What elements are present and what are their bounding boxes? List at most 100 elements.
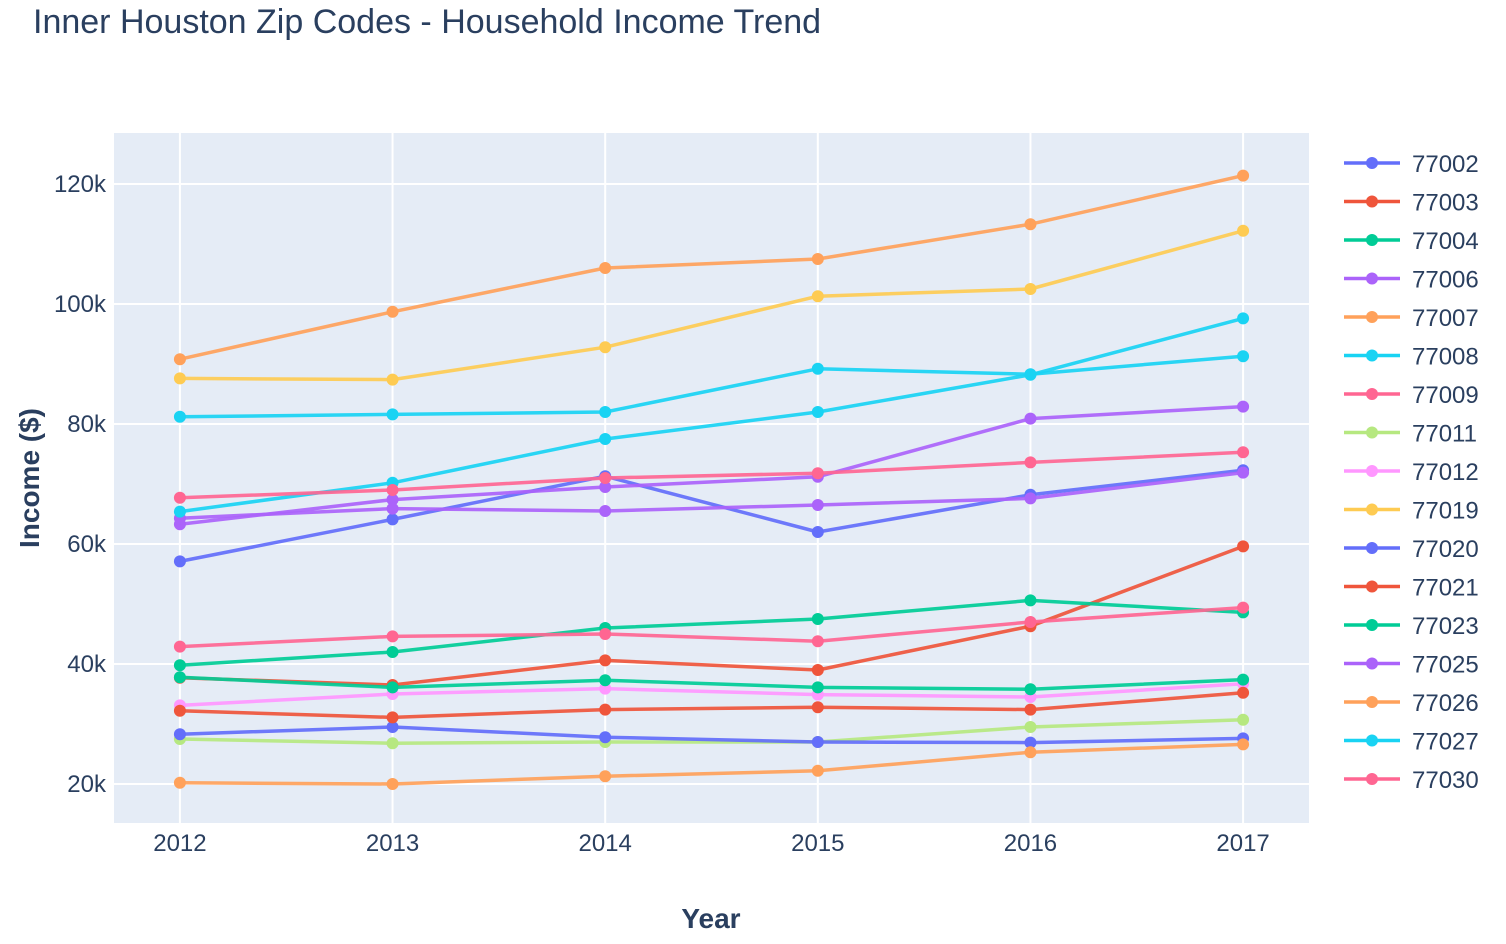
series-line xyxy=(179,354,1244,419)
data-point xyxy=(811,613,824,625)
data-point xyxy=(386,513,399,526)
series-line xyxy=(179,742,1244,786)
data-point xyxy=(1237,446,1250,459)
legend-swatch-marker xyxy=(1366,388,1378,400)
y-tick-label: 100k xyxy=(54,291,107,318)
legend-swatch-marker xyxy=(1366,734,1378,747)
data-point xyxy=(811,635,824,648)
legend-label: 77011 xyxy=(1412,421,1477,448)
data-point xyxy=(386,493,399,506)
data-point xyxy=(599,674,612,687)
legend-swatch-marker xyxy=(1366,157,1378,169)
legend-item-77030[interactable]: 77030 xyxy=(1344,767,1479,794)
legend-item-77012[interactable]: 77012 xyxy=(1344,459,1479,486)
data-point xyxy=(1024,492,1037,505)
data-point xyxy=(386,305,399,318)
legend-item-77003[interactable]: 77003 xyxy=(1344,190,1479,217)
data-point xyxy=(386,646,399,658)
legend-item-77004[interactable]: 77004 xyxy=(1344,228,1479,255)
data-point xyxy=(1024,368,1037,381)
data-point xyxy=(599,262,612,274)
legend-item-77021[interactable]: 77021 xyxy=(1344,575,1479,602)
data-point xyxy=(599,481,612,493)
data-point xyxy=(1024,283,1037,295)
data-point xyxy=(599,654,612,667)
legend-item-77007[interactable]: 77007 xyxy=(1344,305,1479,332)
legend-swatch-marker xyxy=(1366,311,1378,323)
data-point xyxy=(1024,721,1037,733)
legend-label: 77008 xyxy=(1412,344,1479,371)
x-tick-label: 2014 xyxy=(578,830,631,857)
y-tick-label: 40k xyxy=(67,651,107,678)
data-point xyxy=(599,770,612,783)
data-point xyxy=(173,776,186,789)
legend[interactable]: 77002 77003 77004 77006 77007 77008 77009 77011… xyxy=(1344,151,1479,794)
data-point xyxy=(811,253,824,265)
series-77026 xyxy=(173,738,1250,790)
data-point xyxy=(1237,686,1250,699)
legend-label: 77021 xyxy=(1412,575,1479,602)
legend-item-77009[interactable]: 77009 xyxy=(1344,382,1479,409)
data-point xyxy=(173,671,186,684)
legend-item-77020[interactable]: 77020 xyxy=(1344,536,1479,563)
legend-item-77027[interactable]: 77027 xyxy=(1344,729,1479,756)
data-point xyxy=(1024,218,1037,231)
legend-label: 77006 xyxy=(1412,267,1479,294)
series-line xyxy=(179,173,1244,361)
data-point xyxy=(173,704,186,717)
data-point xyxy=(1024,736,1037,749)
data-point xyxy=(1024,456,1037,469)
data-point xyxy=(386,408,399,421)
series-line xyxy=(179,682,1244,708)
legend-label: 77009 xyxy=(1412,382,1479,409)
legend-swatch-marker xyxy=(1366,696,1378,708)
data-point xyxy=(811,526,824,538)
legend-item-77025[interactable]: 77025 xyxy=(1344,652,1479,679)
data-point xyxy=(1237,673,1250,686)
data-point xyxy=(386,778,399,790)
data-point xyxy=(599,731,612,744)
legend-label: 77026 xyxy=(1412,690,1479,717)
legend-item-77006[interactable]: 77006 xyxy=(1344,267,1479,294)
data-point xyxy=(1024,412,1037,425)
data-point xyxy=(173,372,186,385)
legend-item-77023[interactable]: 77023 xyxy=(1344,613,1479,640)
data-point xyxy=(811,681,824,694)
data-point xyxy=(811,664,824,676)
legend-label: 77030 xyxy=(1412,767,1479,794)
series-77004 xyxy=(173,594,1250,672)
series-line xyxy=(179,544,1244,687)
legend-swatch-marker xyxy=(1366,426,1378,439)
legend-label: 77003 xyxy=(1412,190,1479,217)
legend-item-77008[interactable]: 77008 xyxy=(1344,344,1479,371)
data-point xyxy=(811,290,824,303)
legend-swatch-marker xyxy=(1366,503,1378,516)
data-point xyxy=(1237,540,1250,553)
y-tick-label: 60k xyxy=(67,531,107,558)
data-point xyxy=(386,737,399,750)
chart-title: Inner Houston Zip Codes - Household Inco… xyxy=(33,3,821,41)
series-line xyxy=(179,605,1244,649)
legend-item-77011[interactable]: 77011 xyxy=(1344,421,1477,448)
data-point xyxy=(1237,350,1250,363)
x-tick-label: 2017 xyxy=(1216,830,1269,857)
data-point xyxy=(1024,746,1037,759)
data-point xyxy=(599,628,612,640)
legend-label: 77002 xyxy=(1412,151,1479,178)
data-point xyxy=(811,362,824,375)
series-line xyxy=(179,229,1244,382)
y-tick-label: 20k xyxy=(67,771,107,798)
legend-swatch-marker xyxy=(1366,195,1378,208)
series-layer xyxy=(173,169,1250,790)
series-77007 xyxy=(173,169,1250,366)
legend-item-77002[interactable]: 77002 xyxy=(1344,151,1479,178)
data-point xyxy=(811,764,824,777)
y-axis-title: Income ($) xyxy=(14,408,45,548)
data-point xyxy=(386,484,399,496)
legend-item-77026[interactable]: 77026 xyxy=(1344,690,1479,717)
legend-item-77019[interactable]: 77019 xyxy=(1344,498,1479,525)
series-line xyxy=(179,725,1244,745)
data-point xyxy=(173,353,186,366)
y-tick-label: 80k xyxy=(67,411,107,438)
data-point xyxy=(599,341,612,354)
